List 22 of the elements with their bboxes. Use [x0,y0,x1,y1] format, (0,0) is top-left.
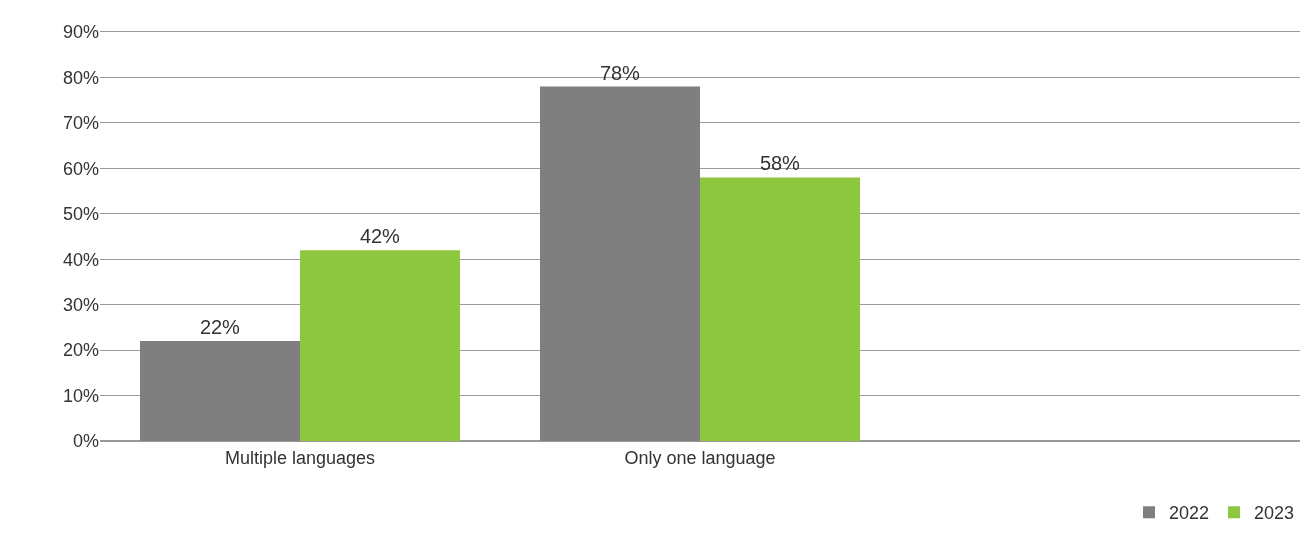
bar [140,341,300,441]
bar [300,250,460,441]
data-label: 22% [199,316,241,339]
y-tick-label: 30% [62,294,99,315]
y-tick-label: 10% [62,385,99,406]
legend-label: 2023 [1254,503,1295,524]
y-tick-label: 0% [72,431,99,452]
y-tick-label: 40% [62,249,99,270]
x-tick-label: Only one language [624,447,776,468]
legend-label: 2022 [1169,503,1210,524]
data-label: 78% [599,61,641,84]
y-tick-label: 80% [62,67,99,88]
data-label: 42% [359,225,401,248]
data-label: 58% [759,152,801,175]
bar [540,86,700,441]
y-tick-label: 50% [62,204,99,225]
y-tick-label: 70% [62,113,99,134]
y-tick-label: 90% [62,22,99,43]
bar [700,177,860,441]
y-tick-label: 20% [62,340,99,361]
x-tick-label: Multiple languages [224,447,376,468]
y-tick-label: 60% [62,158,99,179]
